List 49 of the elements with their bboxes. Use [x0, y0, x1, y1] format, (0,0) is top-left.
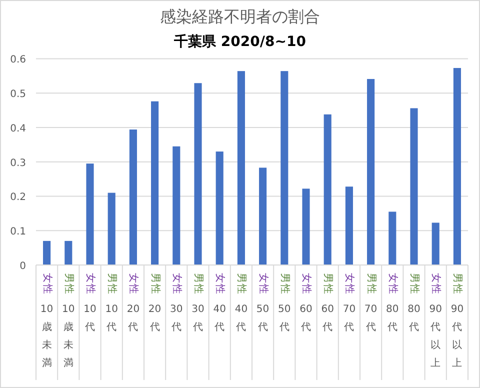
x-tick-label: 女性60代: [300, 273, 312, 333]
bar: [345, 186, 353, 265]
x-tick-label: 男性40代: [234, 273, 248, 333]
x-tick-label: 女性30代: [170, 273, 183, 333]
x-tick-label: 女性20代: [126, 273, 140, 333]
bar: [86, 164, 94, 265]
x-tick-label: 女性50代: [256, 273, 270, 333]
x-tick-label: 女性70代: [342, 273, 356, 333]
x-tick-label: 男性10歳未満: [62, 273, 75, 369]
y-tick-label: 0.5: [10, 89, 26, 100]
x-tick-label: 女性80代: [386, 273, 399, 333]
y-tick-label: 0.1: [10, 226, 26, 238]
bar: [216, 152, 224, 265]
chart-subtitle: 千葉県 2020/8~10: [173, 33, 306, 50]
x-tick-label: 男性10代: [105, 273, 118, 333]
x-tick-label: 男性70代: [364, 273, 378, 333]
bar: [43, 240, 51, 265]
bar: [410, 108, 418, 265]
bar: [453, 68, 461, 265]
chart-title: 感染経路不明者の割合: [160, 7, 320, 26]
y-tick-label: 0.2: [10, 192, 26, 204]
x-tick-label: 女性10代: [84, 273, 96, 333]
bar: [324, 114, 332, 265]
bar: [388, 212, 396, 265]
bar: [432, 222, 440, 265]
x-tick-label: 女性10歳未満: [40, 273, 54, 369]
x-tick-label: 男性60代: [321, 273, 334, 333]
bar: [64, 240, 72, 265]
x-tick-label: 女性90代以上: [429, 273, 442, 369]
x-tick-label: 男性20代: [148, 273, 162, 333]
bar: [194, 83, 202, 265]
y-tick-label: 0.4: [10, 123, 26, 134]
bar: [237, 71, 245, 265]
y-tick-label: 0: [20, 261, 26, 272]
bar: [108, 192, 116, 265]
bar: [302, 188, 310, 265]
bar: [259, 168, 267, 265]
bar: [280, 71, 288, 265]
bar: [129, 130, 137, 265]
y-tick-label: 0.3: [10, 158, 26, 169]
x-tick-label: 男性30代: [192, 273, 204, 333]
x-tick-label: 男性80代: [408, 273, 420, 333]
bar: [151, 101, 159, 265]
x-tick-label: 男性90代以上: [450, 273, 464, 369]
x-tick-label: 女性40代: [213, 273, 226, 333]
y-tick-label: 0.6: [10, 54, 26, 66]
x-tick-label: 男性50代: [278, 273, 291, 333]
bar: [367, 78, 375, 265]
bar: [172, 146, 180, 265]
